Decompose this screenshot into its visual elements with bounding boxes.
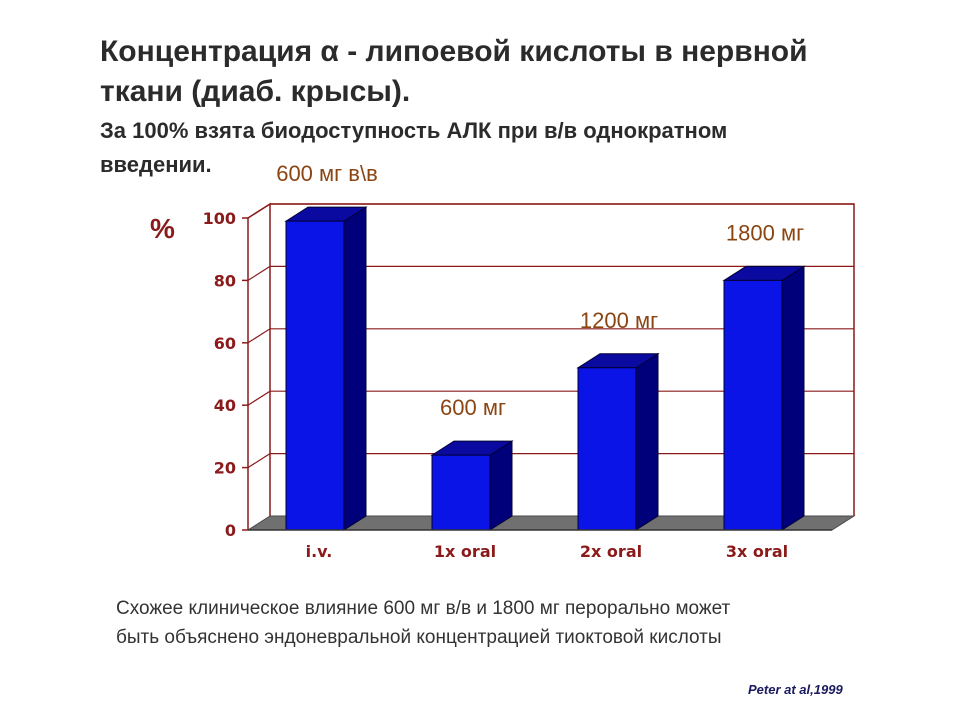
gridline [247,203,854,219]
x-tick-label: i.v. [306,542,333,561]
bar [723,279,783,531]
y-tick-label: 0 [225,521,236,540]
gridline [247,453,854,469]
bar-label: 600 мг [440,395,506,420]
bar-side [635,352,659,531]
slide-title: Концентрация α - липоевой кислоты в нерв… [100,32,900,182]
slide-caption: Схожее клиническое влияние 600 мг в/в и … [116,594,916,652]
bar [431,454,491,531]
caption-line-1: Схожее клиническое влияние 600 мг в/в и … [116,598,731,619]
y-tick-label: 60 [214,334,236,353]
y-tick-label: 20 [214,459,236,478]
gridline [247,390,854,406]
x-tick-label: 2x oral [580,542,642,561]
caption-line-2: быть объяснено эндоневральной концентрац… [116,627,722,648]
y-tick-label: 80 [214,271,236,290]
bar-side [343,206,367,531]
gridline [247,265,854,281]
bar [285,220,345,531]
bar-label: 1200 мг [580,308,658,333]
bar-label: 600 мг в\в [276,161,378,186]
bar-side [781,265,805,531]
x-tick-label: 3x oral [726,542,788,561]
y-axis-label: % [150,213,175,244]
gridline [247,328,854,344]
source-citation: Peter at al,1999 [748,682,843,697]
title-line-2: ткани (диаб. крысы). [100,75,411,108]
y-tick-label: 40 [214,396,236,415]
title-line-1: Концентрация α - липоевой кислоты в нерв… [100,35,808,68]
subtitle-line-1: За 100% взята биодоступность АЛК при в/в… [100,118,728,143]
subtitle-line-2: введении. [100,152,212,177]
y-tick-label: 100 [203,209,236,228]
bar-label: 1800 мг [726,220,804,245]
x-tick-label: 1x oral [434,542,496,561]
chart-side-wall [247,202,271,530]
bar [577,367,637,531]
bar-side [489,440,513,531]
